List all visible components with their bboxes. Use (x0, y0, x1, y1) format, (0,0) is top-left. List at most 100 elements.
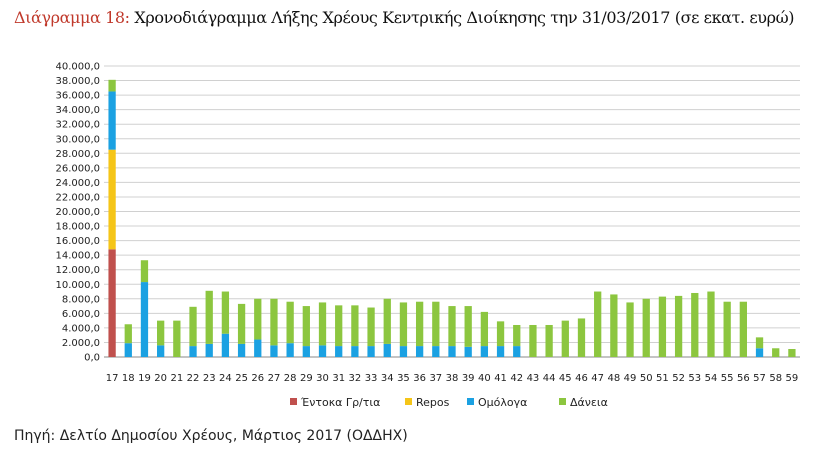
x-tick-label: 57 (753, 373, 766, 384)
x-tick-label: 35 (397, 373, 410, 384)
x-tick-label: 32 (349, 373, 362, 384)
y-tick-label: 24.000,0 (55, 178, 100, 189)
x-tick-label: 45 (559, 373, 572, 384)
bar-segment (108, 79, 116, 92)
bar-segment (788, 348, 796, 357)
bar-segment (254, 339, 262, 357)
x-tick-label: 34 (381, 373, 394, 384)
legend-swatch (290, 398, 297, 405)
bar-segment (399, 346, 408, 357)
bar-segment (189, 306, 197, 347)
y-tick-label: 22.000,0 (55, 192, 100, 203)
x-tick-label: 22 (187, 373, 200, 384)
x-tick-label: 55 (721, 373, 734, 384)
x-tick-label: 51 (656, 373, 669, 384)
y-tick-label: 40.000,0 (55, 62, 100, 73)
bar-segment (448, 346, 456, 357)
bar-segment (432, 346, 440, 357)
bar-segment (383, 298, 391, 344)
x-tick-label: 37 (429, 373, 442, 384)
bar-segment (594, 291, 602, 357)
bar-segment (383, 343, 391, 357)
bar-segment (140, 282, 149, 357)
bar-segment (415, 346, 424, 357)
y-tick-label: 10.000,0 (55, 280, 100, 291)
bar-segment (124, 324, 132, 344)
x-axis-ticks: 17 18 19 20 21 22 23 24 25 26 27 28 29 30 31 32 33 34 35 36… (106, 373, 799, 384)
x-tick-label: 43 (527, 373, 540, 384)
bar-segment (108, 91, 116, 150)
x-tick-label: 25 (235, 373, 248, 384)
x-tick-label: 33 (365, 373, 378, 384)
bar-segment (302, 346, 310, 357)
x-tick-label: 28 (284, 373, 297, 384)
y-tick-label: 4.000,0 (62, 323, 100, 334)
bar-segment (626, 302, 634, 357)
bar-segment (415, 301, 424, 347)
x-tick-label: 40 (478, 373, 491, 384)
y-tick-label: 16.000,0 (55, 236, 100, 247)
y-tick-label: 6.000,0 (62, 309, 100, 320)
bar-segment (513, 346, 521, 357)
x-tick-label: 27 (268, 373, 281, 384)
bar-segment (173, 320, 181, 357)
bar-segment (432, 301, 440, 347)
legend-label: Δάνεια (570, 396, 608, 409)
stacked-bar-chart: 0,0 2.000,0 4.000,0 6.000,0 8.000,0 10.000,0 1… (55, 62, 800, 409)
bar-segment (610, 294, 618, 357)
x-tick-label: 24 (219, 373, 232, 384)
y-tick-label: 2.000,0 (62, 338, 100, 349)
bar-segment (302, 306, 310, 347)
x-tick-label: 31 (332, 373, 345, 384)
x-tick-label: 53 (688, 373, 701, 384)
y-tick-label: 28.000,0 (55, 149, 100, 160)
x-tick-label: 49 (624, 373, 637, 384)
x-tick-label: 19 (138, 373, 151, 384)
bar-segment (221, 333, 230, 357)
bar-segment (237, 303, 246, 344)
bar-segment (561, 320, 569, 357)
bar-segment (658, 296, 667, 357)
bar-segment (124, 343, 132, 357)
legend-swatch (467, 398, 474, 405)
bar-segment (157, 320, 165, 346)
bar-segment (480, 311, 489, 347)
bar-segment (140, 260, 149, 283)
y-tick-label: 0,0 (84, 353, 100, 364)
bar-segment (448, 306, 456, 347)
bar-segment (577, 318, 586, 357)
bar-segment (351, 346, 359, 357)
bar-segment (367, 307, 375, 347)
y-tick-label: 20.000,0 (55, 207, 100, 218)
bar-segment (755, 337, 764, 349)
y-tick-label: 26.000,0 (55, 163, 100, 174)
bar-segment (739, 301, 747, 357)
bar-segment (772, 348, 780, 357)
bar-segment (335, 305, 343, 347)
y-tick-label: 34.000,0 (55, 105, 100, 116)
legend-swatch (405, 398, 412, 405)
legend-label: Έντοκα Γρ/τια (300, 396, 380, 409)
y-tick-label: 14.000,0 (55, 251, 100, 262)
bar-segment (707, 291, 715, 357)
bar-segment (108, 249, 116, 357)
bar-segment (270, 345, 278, 357)
bar-segment (270, 298, 278, 346)
x-tick-label: 18 (122, 373, 135, 384)
bar-segment (318, 345, 327, 357)
x-tick-label: 38 (446, 373, 459, 384)
y-axis-ticks: 0,0 2.000,0 4.000,0 6.000,0 8.000,0 10.000,0 1… (55, 62, 100, 364)
x-tick-label: 41 (494, 373, 507, 384)
y-tick-label: 38.000,0 (55, 76, 100, 87)
bar-segment (367, 346, 375, 357)
x-tick-label: 58 (769, 373, 782, 384)
x-tick-label: 54 (705, 373, 718, 384)
bar-segment (335, 346, 343, 357)
bar-segment (221, 291, 230, 334)
bar-segment (254, 298, 262, 340)
bar-segment (529, 324, 537, 357)
legend-label: Repos (416, 396, 450, 409)
bar-segment (464, 306, 472, 347)
gridlines (104, 65, 800, 358)
source-note: Πηγή: Δελτίο Δημοσίου Χρέους, Μάρτιος 20… (14, 428, 408, 444)
